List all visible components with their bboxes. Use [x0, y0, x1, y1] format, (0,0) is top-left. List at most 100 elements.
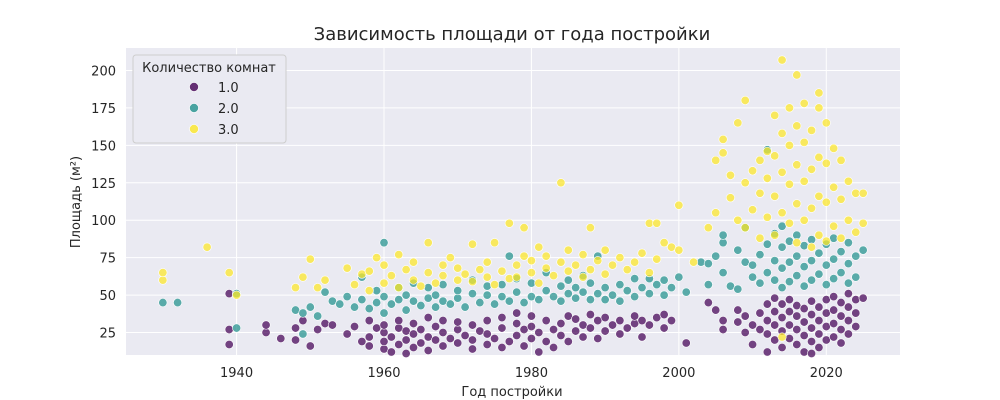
data-point: [379, 292, 389, 302]
data-point: [600, 313, 610, 323]
data-point: [829, 182, 839, 192]
data-point: [490, 238, 500, 248]
data-point: [298, 316, 308, 326]
data-point: [858, 188, 868, 198]
data-point: [807, 310, 817, 320]
data-point: [475, 265, 485, 275]
data-point: [821, 158, 831, 168]
data-point: [755, 308, 765, 318]
data-point: [386, 271, 396, 281]
data-point: [843, 289, 853, 299]
data-point: [445, 334, 455, 344]
data-point: [394, 340, 404, 350]
data-point: [770, 110, 780, 120]
data-point: [703, 223, 713, 233]
data-point: [549, 292, 559, 302]
data-point: [335, 299, 345, 309]
data-point: [718, 325, 728, 335]
data-point: [453, 325, 463, 335]
data-point: [711, 208, 721, 218]
data-point: [674, 200, 684, 210]
data-point: [600, 295, 610, 305]
data-point: [784, 236, 794, 246]
data-point: [408, 319, 418, 329]
data-point: [748, 260, 758, 270]
data-point: [394, 283, 404, 293]
data-point: [512, 319, 522, 329]
data-point: [615, 280, 625, 290]
data-point: [784, 277, 794, 287]
data-point: [748, 272, 758, 282]
data-point: [342, 263, 352, 273]
data-point: [438, 280, 448, 290]
data-point: [814, 302, 824, 312]
data-point: [467, 277, 477, 287]
data-point: [578, 332, 588, 342]
data-point: [408, 257, 418, 267]
data-point: [526, 334, 536, 344]
data-point: [578, 250, 588, 260]
data-point: [777, 313, 787, 323]
data-point: [600, 326, 610, 336]
data-point: [416, 325, 426, 335]
data-point: [593, 256, 603, 266]
y-tick-label: 25: [99, 327, 116, 342]
data-point: [519, 298, 529, 308]
data-point: [733, 305, 743, 315]
x-tick-label: 1940: [220, 366, 253, 381]
data-point: [733, 245, 743, 255]
data-point: [792, 311, 802, 321]
legend-marker: [189, 103, 199, 113]
data-point: [305, 254, 315, 264]
data-point: [386, 347, 396, 357]
data-point: [408, 296, 418, 306]
data-point: [438, 341, 448, 351]
data-point: [762, 173, 772, 183]
data-point: [504, 251, 514, 261]
data-point: [851, 322, 861, 332]
data-point: [482, 257, 492, 267]
data-point: [379, 308, 389, 318]
data-point: [829, 305, 839, 315]
data-point: [681, 338, 691, 348]
y-tick-label: 100: [91, 214, 116, 229]
data-point: [659, 290, 669, 300]
data-point: [711, 155, 721, 165]
data-point: [549, 343, 559, 353]
data-point: [320, 287, 330, 297]
data-point: [851, 272, 861, 282]
data-point: [615, 253, 625, 263]
x-tick-labels: 1940 1960 1980 2000 2020: [220, 366, 843, 381]
data-point: [504, 218, 514, 228]
data-point: [394, 250, 404, 260]
data-point: [807, 256, 817, 266]
data-point: [593, 334, 603, 344]
data-point: [571, 283, 581, 293]
data-point: [777, 283, 787, 293]
data-point: [814, 103, 824, 113]
data-point: [762, 146, 772, 156]
data-point: [836, 233, 846, 243]
data-point: [755, 325, 765, 335]
data-point: [740, 178, 750, 188]
data-point: [571, 293, 581, 303]
data-point: [858, 293, 868, 303]
data-point: [298, 308, 308, 318]
x-tick-label: 1960: [367, 366, 400, 381]
data-point: [807, 323, 817, 333]
data-point: [637, 332, 647, 342]
data-point: [298, 272, 308, 282]
data-point: [777, 55, 787, 65]
data-point: [755, 250, 765, 260]
data-point: [644, 320, 654, 330]
data-point: [364, 341, 374, 351]
data-point: [755, 155, 765, 165]
data-point: [386, 332, 396, 342]
data-point: [836, 338, 846, 348]
data-point: [799, 262, 809, 272]
data-point: [482, 272, 492, 282]
data-point: [807, 125, 817, 135]
data-point: [526, 268, 536, 278]
data-point: [401, 265, 411, 275]
